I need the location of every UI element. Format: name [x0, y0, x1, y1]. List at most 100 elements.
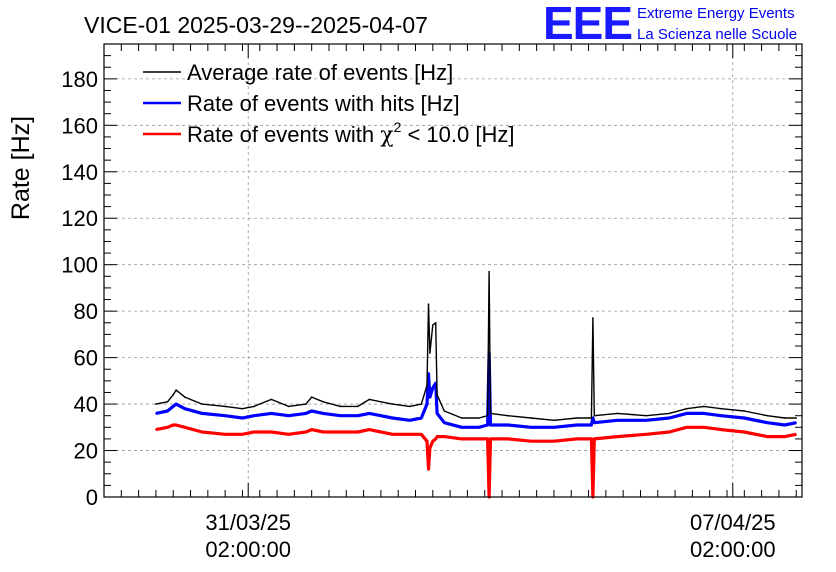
grid-lines: [104, 44, 802, 497]
series-2-point: [408, 419, 411, 422]
x-tick-label-time: 02:00:00: [690, 537, 776, 562]
series-2-point: [175, 403, 177, 405]
series-2-point: [766, 421, 769, 424]
series-2-point: [668, 417, 671, 419]
series-1-point: [368, 398, 371, 401]
series-3-point: [432, 440, 434, 443]
y-axis-label: Rate [Hz]: [7, 116, 35, 220]
series-3-point: [224, 433, 226, 436]
series-1-point: [486, 414, 489, 417]
x-tick-label-date: 31/03/25: [205, 510, 291, 535]
y-tick-label: 60: [74, 346, 98, 371]
series-3-point: [783, 435, 786, 438]
series-2-point: [530, 426, 532, 429]
series-1-point: [432, 324, 434, 326]
series-2-point: [322, 412, 325, 415]
chart-title: VICE-01 2025-03-29--2025-04-07: [84, 12, 428, 38]
y-tick-label: 100: [61, 253, 98, 278]
series-3-point: [391, 433, 394, 436]
series-2-point: [201, 412, 203, 415]
series-3-point: [166, 426, 169, 429]
series-line-1: [155, 271, 797, 421]
series-2-point: [270, 412, 273, 415]
series-2-point: [287, 414, 290, 417]
series-3-point: [287, 433, 290, 436]
series-3-point: [530, 440, 532, 443]
series-1-point: [795, 417, 797, 419]
series-3-point: [241, 433, 244, 436]
series-3-point: [434, 438, 437, 440]
series-1-point: [436, 394, 438, 396]
series-3-point: [368, 428, 371, 431]
series-3-point: [305, 431, 307, 433]
series-3-point: [429, 447, 431, 450]
series-2-point: [576, 424, 578, 426]
series-3-point: [685, 426, 688, 429]
y-tick-label: 20: [74, 439, 98, 464]
eee-logo-text: Extreme Energy Events La Scienza nelle S…: [637, 3, 797, 45]
series-1-point: [720, 407, 722, 410]
series-1-point: [489, 412, 492, 415]
series-3-point: [720, 428, 722, 431]
series-3-point: [743, 431, 746, 433]
y-tick-label: 0: [86, 485, 98, 510]
legend: Average rate of events [Hz] Rate of event…: [143, 60, 514, 148]
series-3-point: [507, 438, 509, 440]
series-1-point: [507, 414, 509, 417]
series-1-point: [592, 317, 594, 319]
series-1-point: [357, 405, 359, 408]
series-1-point: [553, 419, 555, 422]
series-3-point: [766, 435, 769, 438]
series-2-point: [429, 396, 431, 398]
logo-line-2: La Scienza nelle Scuole: [637, 26, 798, 43]
series-2-point: [795, 421, 797, 424]
series-2-point: [460, 426, 463, 429]
series-1-point: [703, 405, 705, 408]
series-3-point: [175, 424, 177, 426]
series-3-point: [645, 433, 647, 436]
series-3-point: [408, 433, 411, 436]
series-1-point: [420, 403, 423, 405]
series-line-3: [155, 423, 797, 499]
series-1-point: [645, 414, 647, 417]
series-3-point: [427, 468, 430, 470]
series-3-point: [184, 426, 186, 429]
series-3-point: [576, 438, 578, 440]
series-2-point: [305, 412, 307, 415]
series-2-point: [593, 421, 596, 424]
series-2-point: [743, 417, 746, 419]
axis-ticks: 02040608010012014016018031/03/2502:00:00…: [61, 43, 802, 562]
series-2-point: [507, 424, 509, 426]
y-tick-label: 80: [74, 299, 98, 324]
series-1-point: [488, 270, 490, 273]
series-2-point: [703, 412, 705, 415]
legend-label-2: Rate of events with hits [Hz]: [187, 91, 460, 116]
series-1-point: [287, 405, 290, 408]
series-1-point: [478, 417, 480, 419]
series-1-point: [184, 396, 186, 398]
y-tick-label: 40: [74, 392, 98, 417]
series-1-point: [339, 405, 342, 408]
series-2-point: [486, 424, 489, 426]
series-3-point: [357, 431, 359, 433]
series-1-point: [685, 407, 688, 410]
series-2-point: [391, 417, 394, 419]
series-1-point: [429, 352, 431, 354]
series-1-point: [530, 417, 532, 419]
series-3-point: [310, 428, 313, 431]
series-1-point: [766, 414, 769, 417]
series-1-point: [783, 417, 786, 419]
x-tick-label-time: 02:00:00: [205, 537, 291, 562]
series-2-point: [224, 414, 226, 417]
y-tick-label: 160: [61, 113, 98, 138]
series-1-point: [408, 405, 411, 408]
series-1-point: [434, 322, 437, 324]
series-3-point: [420, 433, 423, 436]
series-3-point: [172, 424, 174, 426]
series-3-point: [443, 435, 446, 438]
series-2-point: [427, 373, 430, 375]
series-1-point: [253, 405, 255, 408]
series-1-point: [305, 403, 307, 405]
series-1-point: [172, 394, 174, 396]
